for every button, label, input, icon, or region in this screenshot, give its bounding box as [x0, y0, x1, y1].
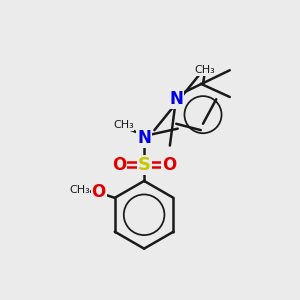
Text: S: S	[138, 156, 151, 174]
Text: O: O	[162, 156, 176, 174]
Text: O: O	[92, 183, 106, 201]
Text: N: N	[137, 129, 151, 147]
Text: CH₃: CH₃	[194, 65, 215, 76]
Text: CH₃: CH₃	[113, 120, 134, 130]
Text: O: O	[112, 156, 126, 174]
Text: N: N	[169, 90, 183, 108]
Text: CH₃: CH₃	[69, 185, 90, 196]
